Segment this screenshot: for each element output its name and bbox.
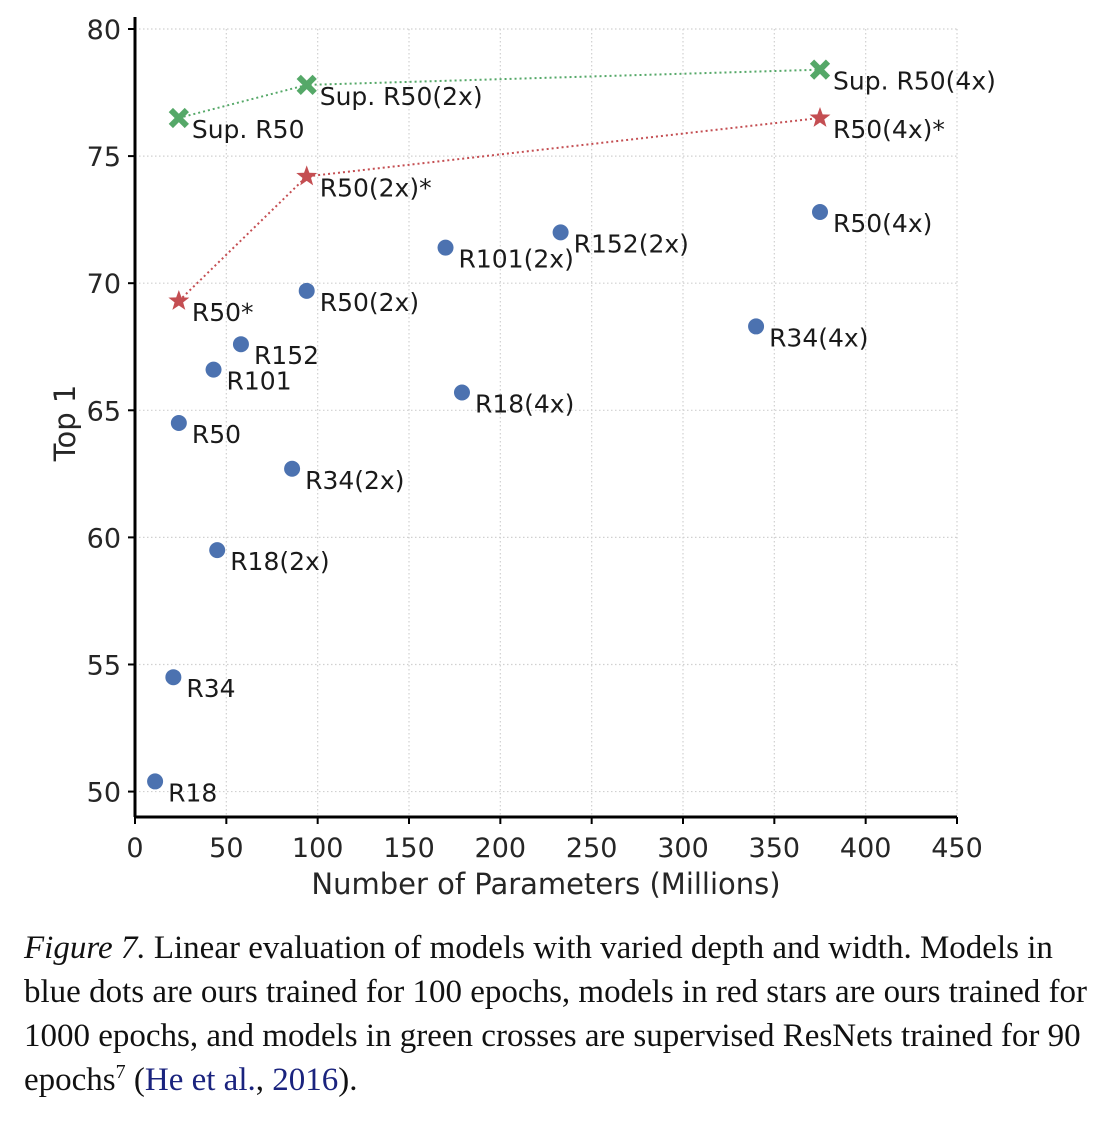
y-tick-label: 55 — [87, 650, 121, 681]
data-point-label: R50 — [192, 420, 241, 449]
data-point-label: R101 — [227, 367, 292, 396]
figure-label: Figure 7. — [24, 930, 146, 966]
footnote-marker: 7 — [115, 1061, 126, 1083]
data-point-dot — [284, 460, 301, 477]
citation-close: ). — [338, 1062, 358, 1098]
data-point-label: R18 — [168, 778, 217, 807]
data-point-dot — [437, 239, 454, 256]
data-point-star — [809, 106, 831, 127]
data-point-label: R50(2x) — [320, 288, 419, 317]
citation-open: ( — [125, 1062, 145, 1098]
x-tick-label: 250 — [566, 833, 618, 864]
data-point-dot — [812, 204, 828, 221]
figure-caption: Figure 7. Linear evaluation of models wi… — [24, 926, 1104, 1102]
citation-separator: , — [255, 1062, 273, 1098]
data-point-dot — [748, 318, 765, 335]
data-point-label: R50(4x) — [833, 209, 932, 238]
data-point-label: R50(4x)* — [833, 115, 945, 144]
y-tick-label: 75 — [87, 142, 121, 173]
x-tick-label: 200 — [475, 833, 527, 864]
data-point-dot — [552, 224, 569, 241]
caption-text: Linear evaluation of models with varied … — [24, 930, 1088, 1098]
x-tick-label: 400 — [840, 833, 892, 864]
axes: 0 50 100 150 200 250 300 350 400 4505055606570758… — [87, 15, 983, 864]
series-connector-line — [178, 68, 821, 119]
data-point-dot — [209, 542, 226, 559]
y-tick-label: 60 — [87, 523, 121, 554]
x-tick-label: 350 — [749, 833, 801, 864]
data-point-star — [168, 289, 190, 310]
data-point-dot — [170, 415, 187, 431]
data-point-label: Sup. R50 — [192, 115, 305, 144]
x-axis-title: Number of Parameters (Millions) — [311, 867, 780, 901]
series-star: R50* R50(2x)* R50(4x)* — [168, 106, 945, 327]
data-point-label: R34(2x) — [305, 466, 404, 495]
x-tick-label: 0 — [126, 833, 143, 864]
x-tick-label: 100 — [292, 833, 344, 864]
data-point-label: R34 — [186, 674, 235, 703]
data-point-dot — [205, 361, 222, 378]
citation-year-link[interactable]: 2016 — [272, 1062, 339, 1098]
x-tick-label: 300 — [657, 833, 709, 864]
citation-authors-link[interactable]: He et al. — [144, 1062, 256, 1098]
data-point-star — [296, 165, 318, 186]
grid-lines — [134, 28, 958, 817]
data-point-cross — [168, 107, 189, 129]
data-point-label: R152 — [254, 341, 319, 370]
y-tick-label: 65 — [87, 396, 121, 427]
data-point-label: R152(2x) — [574, 229, 689, 258]
data-point-label: Sup. R50(4x) — [833, 67, 996, 96]
x-tick-label: 450 — [931, 833, 983, 864]
data-point-label: R34(4x) — [769, 323, 868, 352]
data-point-label: R50* — [192, 298, 254, 327]
data-point-dot — [165, 669, 182, 686]
data-point-dot — [147, 773, 164, 790]
y-tick-label: 50 — [87, 778, 121, 809]
y-axis-title: Top 1 — [48, 385, 82, 463]
data-point-dot — [453, 384, 470, 401]
data-point-dot — [232, 336, 249, 353]
data-point-cross — [809, 59, 831, 80]
x-tick-label: 150 — [383, 833, 435, 864]
series-cross: Sup. R50 Sup. R50(2x) Sup. R50(4x) — [168, 59, 996, 144]
data-point-cross — [296, 74, 317, 96]
data-point-label: Sup. R50(2x) — [320, 82, 483, 111]
y-tick-label: 70 — [87, 269, 121, 300]
data-point-label: R18(2x) — [230, 547, 329, 576]
y-tick-label: 80 — [87, 15, 121, 46]
data-point-label: R18(4x) — [475, 389, 574, 418]
x-tick-label: 50 — [209, 833, 243, 864]
data-point-label: R101(2x) — [459, 245, 574, 274]
data-point-label: R50(2x)* — [320, 173, 432, 202]
data-point-dot — [298, 282, 315, 299]
